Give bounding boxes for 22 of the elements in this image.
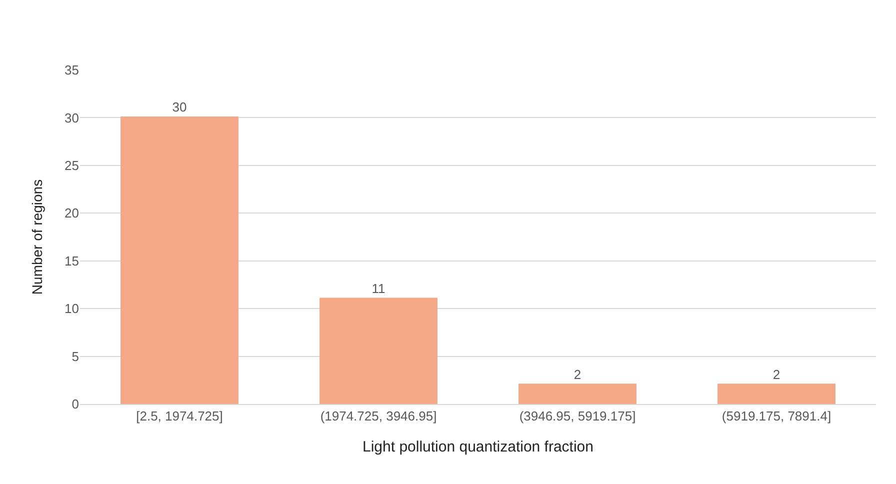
x-axis-title: Light pollution quantization fraction (362, 438, 594, 456)
y-axis-title: Number of regions (29, 179, 45, 295)
bar (718, 384, 836, 404)
x-tick-label: (5919.175, 7891.4] (722, 408, 832, 424)
data-label: 11 (372, 281, 386, 296)
bar (320, 298, 438, 404)
y-tick-label: 20 (64, 206, 79, 221)
data-label: 2 (574, 366, 582, 382)
data-label: 2 (772, 366, 780, 382)
bar (120, 116, 238, 404)
x-tick-label: (1974.725, 3946.95] (320, 408, 437, 424)
y-tick-label: 10 (64, 301, 79, 316)
y-tick-label: 25 (64, 158, 79, 173)
bar (518, 384, 636, 404)
y-tick-label: 35 (64, 62, 79, 78)
y-tick-label: 30 (64, 110, 79, 126)
y-tick-label: 15 (64, 253, 79, 268)
x-tick-label: (3946.95, 5919.175] (519, 408, 636, 424)
data-label: 30 (172, 100, 187, 115)
x-tick-label: [2.5, 1974.725] (136, 408, 223, 424)
y-tick-label: 0 (72, 396, 79, 412)
y-tick-label: 5 (72, 348, 79, 364)
